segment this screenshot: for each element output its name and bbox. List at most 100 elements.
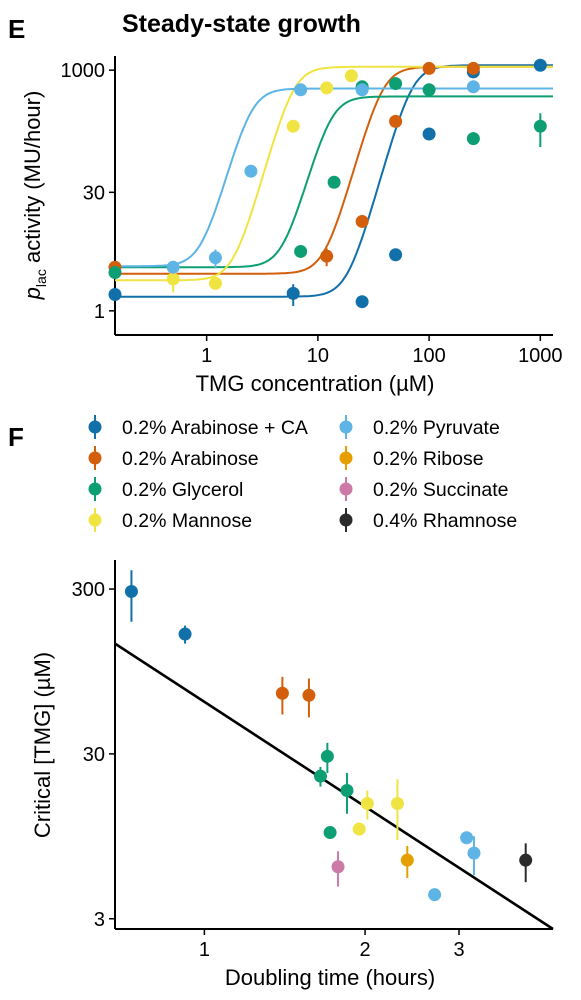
panel-f-letter: F (8, 422, 24, 452)
panel-e-data-point (466, 132, 480, 146)
panel-f-data-point (352, 822, 366, 836)
panel-f-data-point (313, 769, 327, 783)
legend-entry-label: 0.2% Arabinose (122, 448, 259, 470)
legend-entry-label: 0.2% Arabinose + CA (122, 417, 308, 439)
panel-e-data-point (294, 244, 308, 258)
legend-key-marker (339, 451, 353, 465)
panel-f-x-tick-label: 2 (359, 939, 370, 961)
panel-f-data-point (467, 846, 481, 860)
panel-e-title: Steady-state growth (122, 10, 361, 38)
panel-e-data-point (286, 119, 300, 133)
legend-key-marker (88, 420, 102, 434)
panel-e-data-point (389, 248, 403, 262)
panel-e-x-tick-label: 1 (201, 345, 212, 367)
panel-e-fit-curve (115, 95, 553, 269)
panel-e-data-point (389, 114, 403, 128)
panel-e-y-tick-label: 1000 (61, 60, 106, 82)
panel-e-fit-curve (115, 65, 553, 282)
legend-key-marker (88, 451, 102, 465)
panel-e-data-point (208, 276, 222, 290)
panel-e-fit-curve (115, 87, 553, 268)
panel-e-data-point (355, 83, 369, 97)
panel-f-data-point (340, 783, 354, 797)
panel-e-data-point (166, 260, 180, 274)
panel-e-x-tick-label: 100 (412, 345, 445, 367)
panel-f-data-point (323, 826, 337, 840)
panel-e-data-point (466, 61, 480, 75)
panel-f-data-point (360, 797, 374, 811)
panel-f-y-label: Critical [TMG] (µM) (30, 652, 55, 838)
panel-f-data-point (320, 749, 334, 763)
panel-f-data-point (124, 584, 138, 598)
legend-key-marker (339, 513, 353, 527)
legend: 0.2% Arabinose + CA 0.2% Arabinose 0.2% Gl… (88, 415, 517, 532)
panel-e-data-point (320, 249, 334, 263)
panel-f-y-tick-label: 3 (94, 909, 105, 931)
panel-e-y-tick-label: 30 (83, 182, 105, 204)
panel-e-data-point (422, 83, 436, 97)
panel-e-x-label: TMG concentration (µM) (196, 371, 435, 396)
panel-e-data-point (108, 287, 122, 301)
panel-f-fit-line (114, 642, 554, 931)
panel-e-letter: E (8, 14, 25, 44)
legend-key-marker (339, 420, 353, 434)
panel-e-plot: 1 10 100 1000 1 30 1000 TMG concentration (µM… (20, 56, 563, 396)
panel-f-points (124, 570, 533, 902)
legend-key-marker (88, 513, 102, 527)
panel-e-data-point (244, 164, 258, 178)
panel-f-x-tick-label: 1 (199, 939, 210, 961)
legend-entry-label: 0.2% Succinate (373, 479, 509, 501)
panel-f-data-point (460, 831, 474, 845)
legend-entry-label: 0.2% Glycerol (122, 479, 243, 501)
panel-f-data-point (178, 627, 192, 641)
panel-f-y-tick-label: 300 (72, 579, 105, 601)
legend-key-marker (339, 482, 353, 496)
legend-entry-label: 0.4% Rhamnose (373, 510, 517, 532)
panel-f-x-label: Doubling time (hours) (225, 965, 435, 990)
panel-f-x-tick-label: 3 (453, 939, 464, 961)
panel-e-data-point (327, 175, 341, 189)
panel-e-data-point (344, 69, 358, 83)
panel-e-points (108, 58, 547, 309)
panel-f-y-tick-label: 30 (83, 744, 105, 766)
panel-f-y-ticks: 3 30 300 (72, 579, 115, 931)
panel-e-data-point (208, 251, 222, 265)
panel-f-plot: 1 2 3 3 30 300 Doubling time (hours) Critica… (30, 560, 554, 990)
panel-f-data-point (275, 686, 289, 700)
panel-e-data-point (166, 272, 180, 286)
panel-f-regression-line (114, 642, 554, 931)
panel-e-y-tick-label: 1 (94, 301, 105, 323)
panel-e-y-label-rest: activity (MU/hour) (20, 91, 45, 269)
panel-e-fit-curve (115, 64, 553, 298)
panel-e-data-point (422, 61, 436, 75)
panel-e-fit-curves (115, 64, 553, 298)
panel-f-data-point (400, 853, 414, 867)
panel-f-data-point (390, 797, 404, 811)
panel-e-fit-curve (115, 65, 553, 275)
panel-e-data-point (108, 266, 122, 280)
panel-e-data-point (355, 295, 369, 309)
panel-e-y-label: plac activity (MU/hour) (20, 91, 49, 301)
legend-entry-label: 0.2% Pyruvate (373, 417, 500, 439)
panel-e-data-point (320, 81, 334, 95)
panel-e-data-point (355, 214, 369, 228)
panel-f-data-point (331, 860, 345, 874)
panel-e-data-point (533, 58, 547, 72)
panel-e-data-point (389, 77, 403, 91)
panel-e-y-ticks: 1 30 1000 (61, 60, 115, 323)
panel-f-data-point (519, 853, 533, 867)
legend-entry-label: 0.2% Mannose (122, 510, 252, 532)
panel-e-x-tick-label: 1000 (518, 345, 563, 367)
panel-f-data-point (428, 888, 442, 902)
legend-entry-label: 0.2% Ribose (373, 448, 484, 470)
panel-e-y-label-main: p (20, 287, 45, 300)
panel-e-data-point (466, 80, 480, 94)
panel-e-data-point (422, 127, 436, 141)
panel-e-x-tick-label: 10 (307, 345, 329, 367)
panel-f-x-ticks: 1 2 3 (199, 929, 465, 961)
panel-e-y-label-sub: lac (33, 269, 49, 287)
panel-f-data-point (302, 688, 316, 702)
panel-e-data-point (294, 83, 308, 97)
panel-e-data-point (286, 286, 300, 300)
